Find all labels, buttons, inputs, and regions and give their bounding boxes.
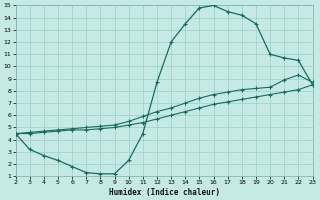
X-axis label: Humidex (Indice chaleur): Humidex (Indice chaleur)	[108, 188, 220, 197]
